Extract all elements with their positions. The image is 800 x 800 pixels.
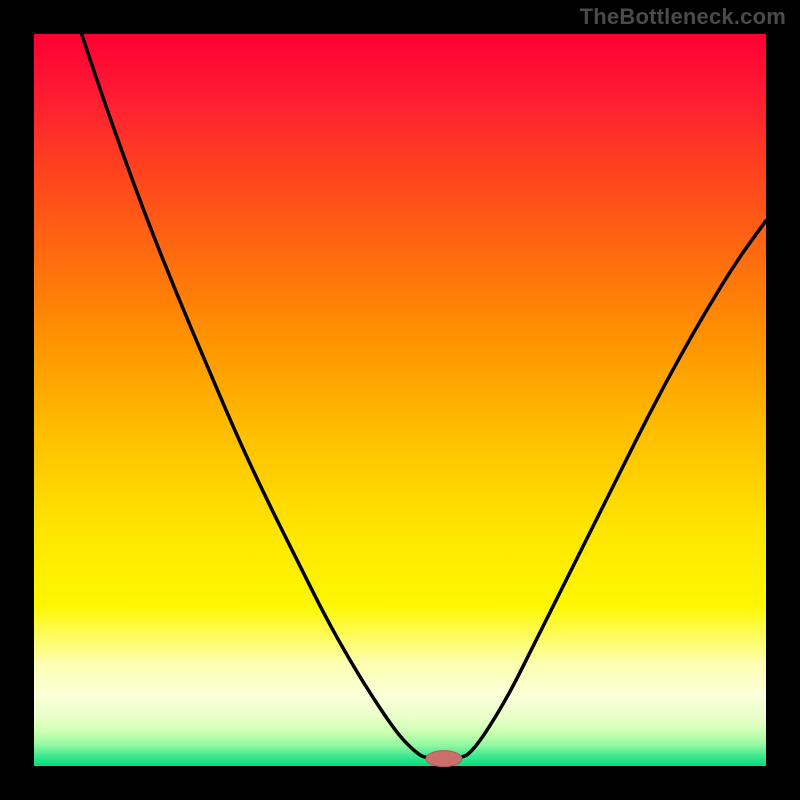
chart-container: TheBottleneck.com [0,0,800,800]
bottleneck-chart [0,0,800,800]
valley-marker [426,751,462,767]
watermark-text: TheBottleneck.com [580,4,786,30]
